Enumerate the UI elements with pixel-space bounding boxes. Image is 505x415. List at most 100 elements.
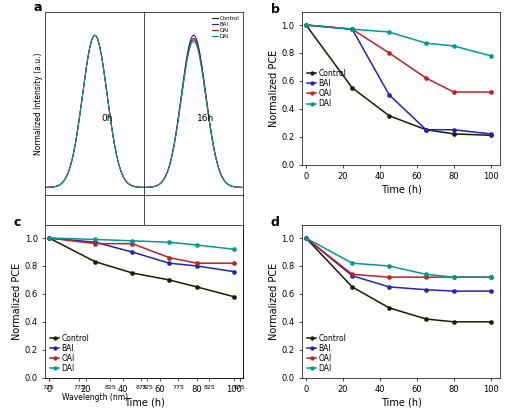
OAI <box>303 236 309 241</box>
Control <box>451 132 457 137</box>
DAI <box>231 247 237 252</box>
DAI <box>46 236 52 241</box>
DAI <box>349 27 355 32</box>
BAI <box>451 288 457 293</box>
Text: 0h: 0h <box>101 114 113 123</box>
Line: Control: Control <box>47 236 236 299</box>
DAI <box>386 264 392 269</box>
OAI <box>303 22 309 27</box>
Y-axis label: Normalized Intensity (a.u.): Normalized Intensity (a.u.) <box>34 53 42 155</box>
BAI <box>303 236 309 241</box>
BAI <box>166 261 172 266</box>
DAI <box>488 275 494 280</box>
Control <box>303 236 309 241</box>
OAI <box>194 261 200 266</box>
Control <box>488 319 494 324</box>
DAI <box>303 236 309 241</box>
Text: 16h: 16h <box>197 114 214 123</box>
Legend: Control, BAI, OAI, DAI: Control, BAI, OAI, DAI <box>211 15 240 40</box>
Control <box>386 305 392 310</box>
OAI <box>451 275 457 280</box>
Line: Control: Control <box>304 23 493 137</box>
BAI <box>423 127 429 132</box>
Control <box>386 113 392 118</box>
X-axis label: Time (h): Time (h) <box>381 184 422 194</box>
Line: DAI: DAI <box>47 236 236 251</box>
Legend: Control, BAI, OAI, DAI: Control, BAI, OAI, DAI <box>49 333 90 374</box>
BAI <box>488 132 494 137</box>
Control <box>231 294 237 299</box>
OAI <box>386 275 392 280</box>
BAI <box>129 249 135 254</box>
BAI <box>451 127 457 132</box>
OAI <box>423 76 429 81</box>
Control <box>194 284 200 289</box>
DAI <box>166 240 172 245</box>
DAI <box>92 237 98 242</box>
Text: b: b <box>271 3 280 16</box>
DAI <box>129 238 135 243</box>
Y-axis label: Normalized PCE: Normalized PCE <box>269 263 279 340</box>
Control <box>166 278 172 283</box>
Control <box>46 236 52 241</box>
Control <box>349 284 355 289</box>
Control <box>488 133 494 138</box>
X-axis label: Time (h): Time (h) <box>381 397 422 407</box>
BAI <box>349 273 355 278</box>
OAI <box>166 255 172 260</box>
Text: 28h: 28h <box>91 296 109 305</box>
Control <box>92 259 98 264</box>
Line: Control: Control <box>304 236 493 324</box>
Control <box>451 319 457 324</box>
X-axis label: Wavelength (nm): Wavelength (nm) <box>62 393 128 402</box>
DAI <box>194 242 200 247</box>
DAI <box>303 22 309 27</box>
DAI <box>488 53 494 58</box>
OAI <box>488 275 494 280</box>
BAI <box>349 27 355 32</box>
BAI <box>231 269 237 274</box>
Line: OAI: OAI <box>304 23 493 94</box>
BAI <box>488 288 494 293</box>
Text: a: a <box>34 2 42 15</box>
Control <box>129 271 135 276</box>
Line: OAI: OAI <box>304 236 493 279</box>
DAI <box>451 275 457 280</box>
OAI <box>423 275 429 280</box>
Line: BAI: BAI <box>47 236 236 273</box>
Control <box>303 22 309 27</box>
Y-axis label: Normalized PCE: Normalized PCE <box>12 263 22 340</box>
Line: DAI: DAI <box>304 23 493 58</box>
Line: OAI: OAI <box>47 236 236 265</box>
Line: BAI: BAI <box>304 236 493 293</box>
OAI <box>386 51 392 56</box>
BAI <box>386 92 392 97</box>
BAI <box>386 284 392 289</box>
Text: c: c <box>14 216 21 229</box>
BAI <box>303 22 309 27</box>
OAI <box>231 261 237 266</box>
Text: d: d <box>271 216 280 229</box>
OAI <box>349 27 355 32</box>
DAI <box>386 29 392 34</box>
Legend: Control, BAI, OAI, DAI: Control, BAI, OAI, DAI <box>306 68 347 109</box>
OAI <box>129 241 135 246</box>
Control <box>423 127 429 132</box>
DAI <box>423 272 429 277</box>
BAI <box>423 287 429 292</box>
OAI <box>488 90 494 95</box>
BAI <box>46 236 52 241</box>
Y-axis label: Normalized PCE: Normalized PCE <box>269 50 279 127</box>
Line: DAI: DAI <box>304 236 493 279</box>
BAI <box>92 240 98 245</box>
OAI <box>349 272 355 277</box>
DAI <box>423 41 429 46</box>
OAI <box>92 241 98 246</box>
Control <box>423 317 429 322</box>
DAI <box>451 44 457 49</box>
X-axis label: Time (h): Time (h) <box>124 397 165 407</box>
Line: BAI: BAI <box>304 23 493 136</box>
Text: 42h: 42h <box>190 296 207 305</box>
Control <box>349 85 355 90</box>
DAI <box>349 261 355 266</box>
